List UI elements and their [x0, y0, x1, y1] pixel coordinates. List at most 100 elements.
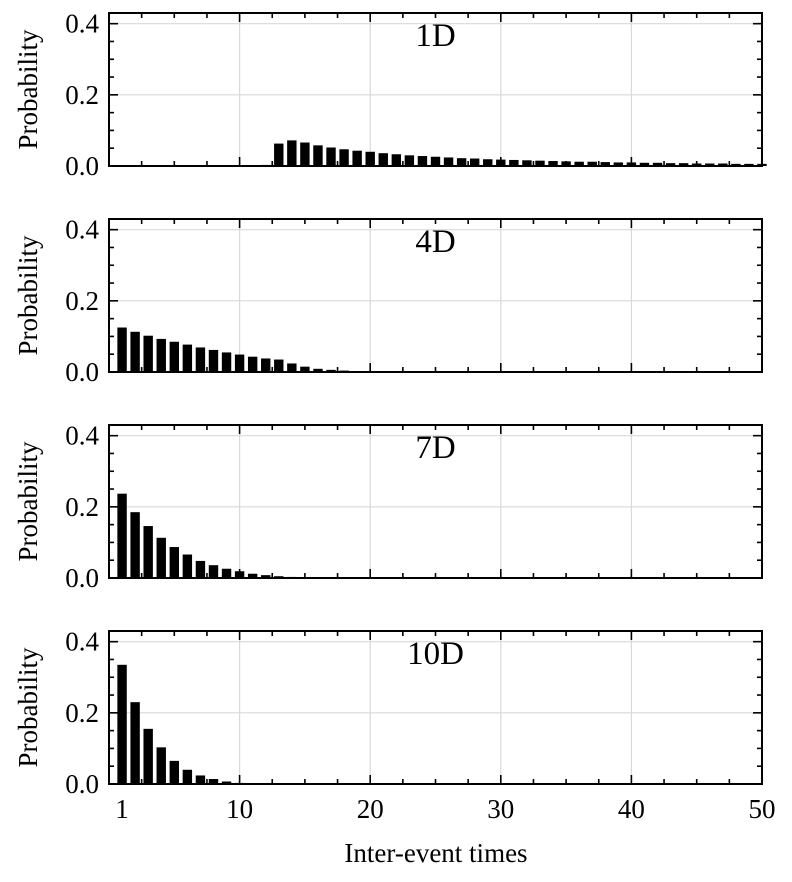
bar — [169, 760, 180, 784]
y-tick-label: 0.4 — [65, 627, 99, 657]
bar — [469, 158, 480, 166]
y-tick-label: 0.2 — [65, 80, 99, 110]
y-axis-title: Probability — [13, 235, 43, 355]
bar — [300, 142, 310, 166]
bar — [195, 775, 206, 784]
bar — [261, 358, 271, 372]
bar — [247, 356, 258, 372]
bar — [352, 150, 362, 166]
y-tick-label: 0.4 — [65, 9, 99, 39]
bar — [182, 769, 193, 784]
x-tick-label: 50 — [749, 794, 776, 824]
bar — [169, 547, 180, 578]
bar — [391, 154, 402, 166]
bar — [548, 161, 558, 166]
bar — [313, 145, 323, 166]
panel-4D: 0.0 0.2 0.4 Probability 4D — [13, 215, 763, 387]
y-tick-label: 0.0 — [65, 151, 99, 181]
y-tick-label: 0.2 — [65, 698, 99, 728]
bar — [156, 338, 166, 372]
bar — [261, 575, 271, 578]
bar — [143, 335, 153, 372]
bar — [665, 163, 676, 166]
bar — [639, 162, 650, 166]
panel-1D: 0.0 0.2 0.4 Probability 1D — [13, 9, 767, 181]
bar — [195, 560, 206, 578]
y-axis-title: Probability — [13, 29, 43, 149]
bar — [613, 162, 624, 166]
bar — [143, 526, 153, 578]
bar — [678, 163, 689, 166]
y-tick-label: 0.4 — [65, 215, 99, 245]
x-tick-label: 10 — [226, 794, 253, 824]
bar — [274, 143, 284, 166]
bar — [117, 664, 127, 784]
y-tick-label: 0.0 — [65, 357, 99, 387]
bar — [535, 160, 545, 166]
bar — [404, 155, 415, 166]
panel-title: 7D — [415, 430, 455, 466]
bar — [339, 149, 349, 166]
panel-title: 1D — [415, 18, 455, 54]
bar — [274, 359, 284, 372]
bar — [705, 163, 715, 166]
bar — [443, 157, 454, 166]
bar — [287, 363, 297, 372]
bar — [744, 163, 754, 166]
panel-title: 4D — [415, 224, 455, 260]
x-tick-label: 1 — [115, 794, 129, 824]
bar — [208, 565, 219, 578]
bar — [143, 728, 153, 784]
bar — [221, 352, 232, 372]
bar — [130, 331, 140, 372]
plot-frame — [108, 424, 763, 579]
bar — [326, 147, 336, 166]
plot-frame — [108, 630, 763, 785]
bar — [182, 554, 193, 578]
bar — [718, 163, 728, 166]
x-tick-label: 20 — [357, 794, 384, 824]
bar — [574, 161, 584, 166]
x-axis-title: Inter-event times — [344, 838, 527, 868]
bar — [509, 159, 519, 166]
bar — [652, 162, 663, 166]
plot-frame — [108, 12, 763, 167]
x-tick-label: 30 — [487, 794, 514, 824]
bar — [156, 537, 166, 578]
y-tick-label: 0.2 — [65, 492, 99, 522]
bar — [208, 349, 219, 372]
bar — [587, 161, 597, 166]
bar — [483, 159, 493, 166]
bar — [130, 512, 140, 578]
bar — [313, 368, 323, 372]
panel-title: 10D — [407, 636, 464, 672]
bar — [247, 573, 258, 578]
y-axis-title: Probability — [13, 441, 43, 561]
panel-10D: 0.0 0.2 0.4 Probability 10D 1 10 20 30 40 50 — [13, 627, 776, 824]
bar — [378, 153, 388, 166]
bar — [600, 162, 610, 166]
bar — [417, 156, 428, 166]
bar — [208, 779, 219, 784]
bar — [130, 702, 140, 784]
bar — [326, 369, 336, 372]
bar — [221, 781, 232, 784]
bar — [169, 341, 180, 372]
y-tick-label: 0.0 — [65, 563, 99, 593]
panel-7D: 0.0 0.2 0.4 Probability 7D — [13, 421, 763, 593]
y-tick-label: 0.4 — [65, 421, 99, 451]
bar — [522, 160, 532, 166]
y-tick-label: 0.2 — [65, 286, 99, 316]
bar — [182, 344, 193, 372]
x-tick-label: 40 — [618, 794, 645, 824]
bar — [287, 140, 297, 166]
bar — [156, 747, 166, 784]
bar — [731, 163, 741, 166]
plot-frame — [108, 218, 763, 373]
bar — [117, 493, 127, 578]
bar — [221, 568, 232, 578]
bar — [456, 158, 467, 166]
bar — [195, 347, 206, 372]
y-tick-label: 0.0 — [65, 769, 99, 799]
